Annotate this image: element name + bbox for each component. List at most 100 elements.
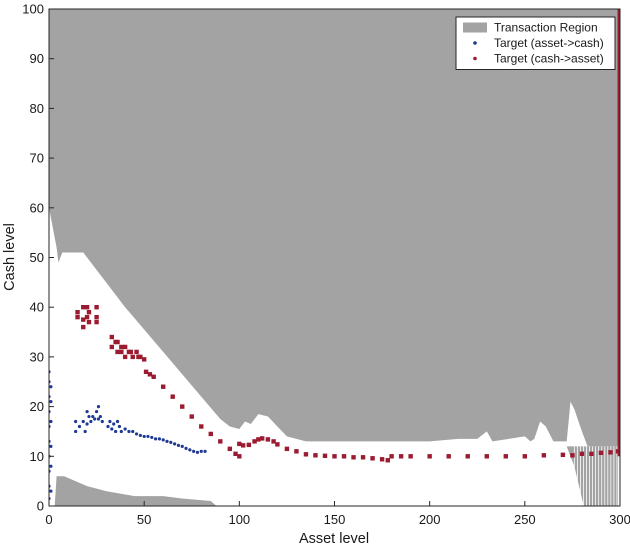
- target-asset-to-cash-point: [203, 449, 207, 453]
- target-cash-to-asset-point: [84, 314, 90, 320]
- target-asset-to-cash-point: [188, 448, 192, 452]
- transaction-region-lower-region: [54, 476, 217, 506]
- target-asset-to-cash-point: [96, 417, 101, 421]
- target-cash-to-asset-point: [161, 384, 166, 389]
- target-cash-to-asset-point: [180, 404, 185, 409]
- y-tick-label: 70: [30, 151, 44, 166]
- target-cash-to-asset-point: [259, 436, 265, 441]
- target-cash-to-asset-point: [94, 319, 99, 325]
- target-cash-to-asset-point: [589, 451, 594, 457]
- y-tick-label: 50: [30, 250, 44, 265]
- target-cash-to-asset-point: [134, 349, 139, 355]
- y-tick-label: 0: [37, 499, 44, 514]
- y-tick-label: 80: [30, 101, 44, 116]
- target-cash-to-asset-point: [541, 453, 547, 458]
- target-asset-to-cash-point: [180, 444, 184, 448]
- target-asset-to-cash-point: [150, 435, 154, 440]
- target-cash-to-asset-point: [398, 454, 404, 459]
- target-asset-to-cash-point: [49, 400, 53, 404]
- target-cash-to-asset-point: [360, 455, 366, 460]
- x-tick-label: 100: [228, 512, 250, 527]
- target-asset-to-cash-point: [117, 424, 122, 429]
- target-cash-to-asset-point: [246, 442, 252, 448]
- target-asset-to-cash-point: [77, 424, 82, 429]
- legend-label: Target (cash->asset): [494, 52, 604, 66]
- target-asset-to-cash-point: [49, 419, 53, 424]
- target-cash-to-asset-point: [218, 439, 223, 444]
- target-asset-to-cash-point: [49, 489, 53, 493]
- target-cash-to-asset-point: [427, 454, 432, 459]
- legend-label: Target (asset->cash): [494, 36, 604, 50]
- target-asset-to-cash-point: [49, 464, 53, 468]
- y-axis: 0 10 20 30 40 50 60 70 80 90 100: [22, 2, 54, 514]
- target-cash-to-asset-point: [446, 454, 451, 459]
- target-asset-to-cash-point: [98, 414, 102, 419]
- target-cash-to-asset-point: [522, 454, 528, 459]
- target-asset-to-cash-point: [108, 419, 112, 424]
- target-cash-to-asset-point: [122, 354, 128, 360]
- target-cash-to-asset-point: [75, 314, 80, 320]
- target-cash-to-asset-point: [237, 441, 242, 447]
- target-cash-to-asset-point: [252, 439, 257, 444]
- target-asset-to-cash-point: [100, 419, 104, 424]
- x-tick-label: 0: [45, 512, 52, 527]
- target-cash-to-asset-point: [81, 324, 86, 330]
- target-cash-to-asset-point: [256, 437, 261, 442]
- target-asset-to-cash-point: [138, 433, 142, 438]
- target-cash-to-asset-point: [122, 344, 128, 350]
- target-cash-to-asset-point: [313, 453, 318, 458]
- target-cash-to-asset-point: [227, 446, 233, 452]
- legend-swatch-marker: [473, 41, 477, 45]
- target-asset-to-cash-point: [83, 429, 87, 434]
- target-asset-to-cash-point: [89, 419, 93, 424]
- target-cash-to-asset-point: [86, 319, 92, 325]
- target-asset-to-cash-point: [153, 437, 158, 441]
- target-cash-to-asset-point: [240, 443, 246, 448]
- target-asset-to-cash-point: [165, 439, 169, 443]
- x-tick-label: 150: [324, 512, 346, 527]
- target-asset-to-cash-point: [142, 434, 146, 439]
- target-cash-to-asset-point: [265, 437, 271, 442]
- target-asset-to-cash-point: [74, 429, 78, 434]
- target-cash-to-asset-point: [379, 457, 385, 462]
- y-axis-title: Cash level: [2, 223, 18, 291]
- y-tick-label: 40: [30, 300, 44, 315]
- y-tick-label: 10: [30, 449, 44, 464]
- legend-swatch-region: [463, 22, 487, 33]
- target-asset-to-cash-point: [81, 419, 85, 424]
- target-cash-to-asset-point: [86, 309, 92, 315]
- target-marker-layer: [49, 9, 620, 501]
- y-tick-label: 90: [30, 51, 44, 66]
- target-cash-to-asset-point: [151, 374, 156, 379]
- target-cash-to-asset-point: [579, 451, 585, 457]
- target-cash-to-asset-point: [389, 454, 394, 459]
- target-cash-to-asset-point: [138, 354, 143, 360]
- target-cash-to-asset-point: [141, 357, 147, 362]
- target-cash-to-asset-point: [322, 453, 328, 459]
- target-cash-to-asset-point: [119, 344, 124, 350]
- target-cash-to-asset-point: [199, 424, 204, 429]
- target-asset-to-cash-point: [94, 409, 99, 414]
- y-tick-label: 30: [30, 349, 44, 364]
- target-cash-to-asset-point: [608, 450, 613, 455]
- y-tick-label: 60: [30, 200, 44, 215]
- target-asset-to-cash-point: [199, 449, 203, 453]
- target-asset-to-cash-point: [110, 427, 114, 431]
- target-cash-to-asset-band: [617, 9, 620, 457]
- target-asset-to-cash-point: [74, 419, 78, 424]
- x-axis: 0 50 100 150 200 250 300: [45, 501, 630, 527]
- target-cash-to-asset-point: [570, 453, 575, 458]
- y-tick-label: 100: [22, 2, 44, 17]
- target-asset-to-cash-point: [49, 444, 53, 448]
- target-cash-to-asset-point: [94, 314, 99, 320]
- target-asset-to-cash-point: [146, 434, 150, 439]
- target-cash-to-asset-point: [81, 317, 86, 322]
- target-cash-to-asset-point: [332, 454, 337, 459]
- target-cash-to-asset-point: [128, 349, 134, 355]
- target-cash-to-asset-point: [143, 369, 149, 375]
- target-cash-to-asset-point: [284, 446, 290, 452]
- target-cash-to-asset-point: [233, 451, 238, 457]
- target-cash-to-asset-point: [189, 414, 194, 419]
